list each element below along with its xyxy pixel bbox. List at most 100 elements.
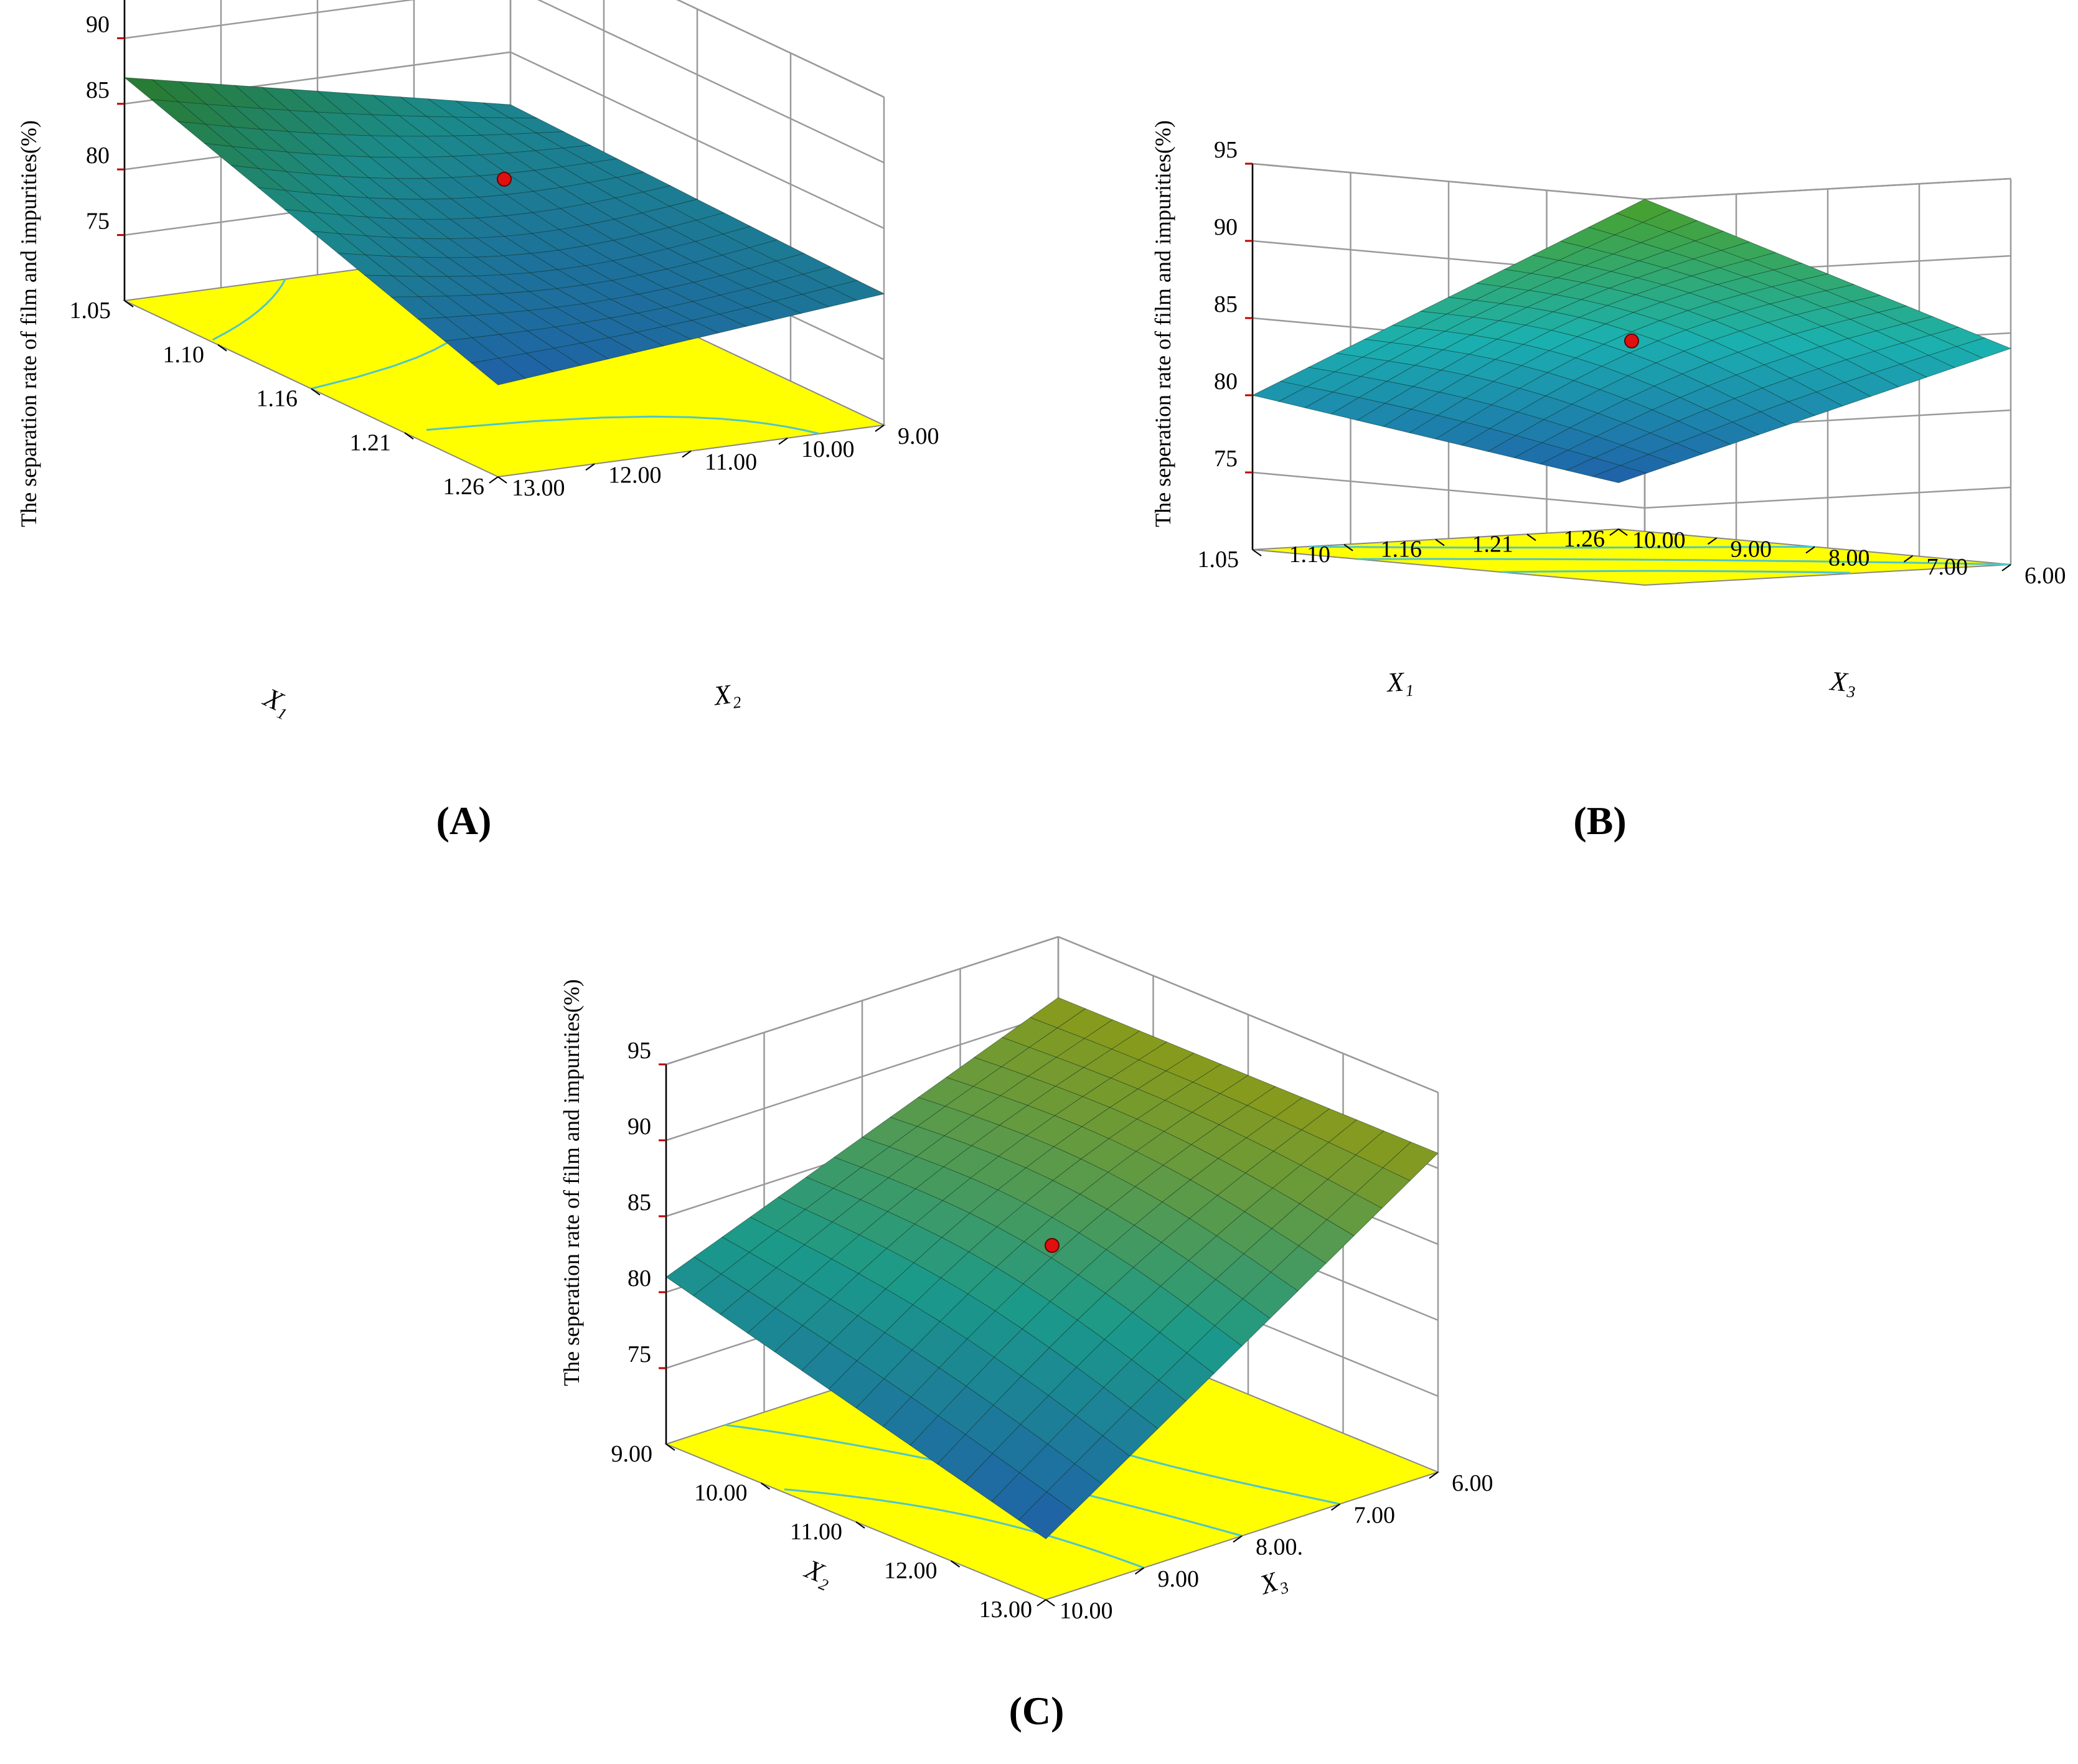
right-wall-top <box>1644 177 2011 200</box>
y-axis-tick-label: 10.00 <box>801 436 855 462</box>
y-axis-tick-label: 9.00 <box>1158 1566 1200 1592</box>
z-axis-tick-label: 75 <box>86 209 110 235</box>
z-axis-tick-label: 85 <box>628 1189 651 1216</box>
x-axis-tick-label: 12.00 <box>884 1558 938 1584</box>
x-axis-title: X₂ <box>800 1553 837 1592</box>
y-axis-tick-label: 10.00 <box>1060 1598 1113 1624</box>
surface-facet <box>1018 1491 1074 1539</box>
y-axis-tick-label: 7.00 <box>1927 554 1968 580</box>
y-axis-tick-mark <box>1805 546 1815 554</box>
y-axis-tick-mark <box>1609 528 1619 536</box>
contour-line <box>1500 570 1851 574</box>
surface-facet <box>471 357 527 385</box>
x-axis-tick-mark <box>950 1560 961 1568</box>
z-axis-tick-label: 80 <box>86 143 110 169</box>
z-axis-tick-label: 95 <box>1214 137 1238 163</box>
y-axis-tick-mark <box>1037 1599 1046 1607</box>
x-axis-tick-mark <box>311 388 321 396</box>
contour-lines <box>1309 545 2011 574</box>
right-wall-top <box>1058 936 1439 1094</box>
z-axis-tick-label: 95 <box>628 1038 651 1064</box>
x-axis-tick-mark <box>124 300 134 307</box>
y-axis-tick-label: 7.00 <box>1354 1502 1396 1528</box>
y-axis-tick-label: 10.00 <box>1632 527 1686 553</box>
x-axis-tick-mark <box>760 1482 771 1490</box>
y-axis-tick-label: 8.00 <box>1828 545 1870 571</box>
contour-plane <box>1252 528 2011 586</box>
y-axis-tick-mark <box>2001 564 2011 571</box>
left-wall-top <box>665 936 1059 1066</box>
x-axis-tick-mark <box>497 476 507 484</box>
x-axis-tick-label: 13.00 <box>979 1597 1033 1623</box>
x-axis-tick-label: 1.16 <box>256 386 298 412</box>
y-axis-tick-mark <box>585 463 595 471</box>
x-axis-tick-mark <box>404 432 414 440</box>
response-surface <box>1251 199 2012 484</box>
x-axis-tick-label: 1.10 <box>163 342 205 368</box>
y-axis-tick-label: 6.00 <box>1452 1470 1493 1496</box>
response-surface <box>123 77 885 385</box>
x-axis-tick-label: 11.00 <box>790 1519 842 1545</box>
z-axis-tick-label: 75 <box>628 1341 651 1368</box>
y-axis-title: X₃ <box>1255 1563 1291 1600</box>
x-axis-tick-label: 10.00 <box>694 1480 748 1506</box>
z-axis-title: The separation rate of film and impuriti… <box>16 120 41 527</box>
x-axis-tick-label: 1.10 <box>1289 542 1331 568</box>
x-axis-tick-mark <box>1045 1599 1055 1607</box>
y-axis-tick-label: 9.00 <box>898 423 939 449</box>
panel-label: (C) <box>1009 1689 1065 1733</box>
right-wall-top <box>676 0 885 98</box>
y-axis-tick-label: 12.00 <box>608 462 662 488</box>
contour-line <box>426 415 820 435</box>
z-axis-tick-label: 80 <box>628 1265 651 1292</box>
x-axis-title: X₁ <box>1385 666 1414 698</box>
chart-panel-1: 1.05 1.10 1.16 1.21 1.26 9.00 10.00 11.00 12.00 1… <box>16 0 939 843</box>
x-axis-tick-mark <box>1526 533 1536 542</box>
left-wall-gridline <box>1252 471 1645 509</box>
contour-line <box>212 278 286 341</box>
z-axis-title: The seperation rate of film and impuriti… <box>1150 120 1175 527</box>
x-axis-tick-mark <box>665 1443 675 1451</box>
contour-line <box>1356 558 2011 566</box>
center-point-marker <box>1624 333 1639 349</box>
x-axis-tick-label: 1.21 <box>1472 531 1514 557</box>
x-axis-tick-label: 1.26 <box>1564 526 1606 552</box>
y-axis-tick-mark <box>1707 537 1718 545</box>
y-axis-tick-mark <box>778 437 788 445</box>
z-axis-tick-label: 90 <box>1214 214 1238 240</box>
z-axis-tick-label: 80 <box>1214 368 1238 395</box>
x-axis-tick-label: 1.05 <box>70 298 111 324</box>
x-axis-tick-label: 1.26 <box>443 474 485 500</box>
center-point-marker <box>1045 1237 1060 1253</box>
x-axis-tick-mark <box>1252 549 1262 556</box>
chart-panel-2: 1.05 1.10 1.16 1.21 1.26 6.00 7.00 8.00 9.00 10.0… <box>1150 120 2066 843</box>
x-axis-title: X₁ <box>258 682 296 721</box>
response-surface <box>665 997 1439 1539</box>
x-axis-tick-mark <box>1618 528 1628 536</box>
y-axis-tick-label: 13.00 <box>512 475 565 501</box>
y-axis-title: X₃ <box>1828 665 1858 698</box>
y-axis-tick-mark <box>1429 1471 1439 1479</box>
z-axis-tick-label: 85 <box>1214 291 1238 317</box>
y-axis-tick-mark <box>1903 555 1914 563</box>
x-axis-tick-mark <box>217 344 227 352</box>
right-wall-gridline <box>510 51 885 229</box>
y-axis-tick-mark <box>1330 1503 1341 1511</box>
y-axis-tick-mark <box>489 476 499 484</box>
x-axis-tick-label: 1.16 <box>1381 537 1422 563</box>
z-axis-tick-label: 75 <box>1214 446 1238 472</box>
panel-label: (A) <box>436 799 492 843</box>
surface-facet <box>1615 199 1672 223</box>
z-axis-tick-label: 90 <box>86 11 110 37</box>
contour-line <box>1309 545 1815 549</box>
x-axis-tick-mark <box>855 1521 865 1529</box>
y-axis-tick-mark <box>1134 1567 1145 1575</box>
y-axis-tick-label: 8.00. <box>1256 1534 1303 1560</box>
left-wall-gridline <box>124 0 416 39</box>
y-axis-tick-mark <box>682 450 692 458</box>
y-axis-tick-label: 9.00 <box>1731 536 1772 562</box>
chart-panel-3: 9.00 10.00 11.00 12.00 13.00 6.00 7.00 8.00. 9.0… <box>559 936 1493 1733</box>
panel-label: (B) <box>1573 799 1626 843</box>
x-axis-tick-label: 9.00 <box>611 1441 653 1467</box>
